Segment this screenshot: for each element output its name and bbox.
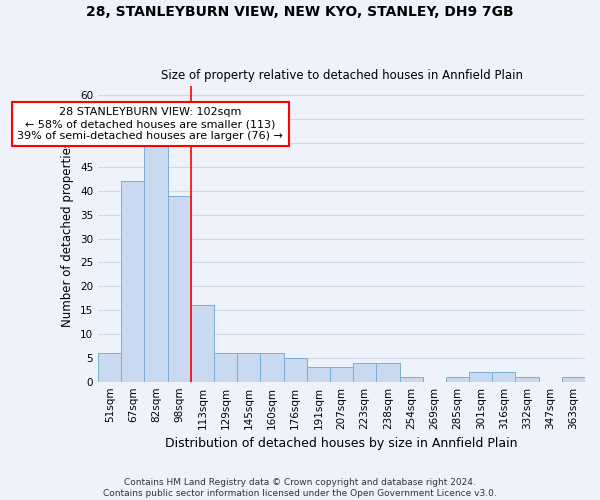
Bar [353,362,376,382]
Bar [562,377,585,382]
Y-axis label: Number of detached properties: Number of detached properties [61,141,74,327]
Bar [446,377,469,382]
Bar [492,372,515,382]
Bar [167,196,191,382]
Bar [260,353,284,382]
X-axis label: Distribution of detached houses by size in Annfield Plain: Distribution of detached houses by size … [166,437,518,450]
Bar [400,377,423,382]
Bar [191,306,214,382]
Title: Size of property relative to detached houses in Annfield Plain: Size of property relative to detached ho… [161,69,523,82]
Bar [237,353,260,382]
Bar [307,368,330,382]
Text: 28 STANLEYBURN VIEW: 102sqm
← 58% of detached houses are smaller (113)
39% of se: 28 STANLEYBURN VIEW: 102sqm ← 58% of det… [17,108,283,140]
Bar [330,368,353,382]
Bar [284,358,307,382]
Bar [214,353,237,382]
Bar [121,182,145,382]
Bar [98,353,121,382]
Text: 28, STANLEYBURN VIEW, NEW KYO, STANLEY, DH9 7GB: 28, STANLEYBURN VIEW, NEW KYO, STANLEY, … [86,5,514,19]
Bar [376,362,400,382]
Text: Contains HM Land Registry data © Crown copyright and database right 2024.
Contai: Contains HM Land Registry data © Crown c… [103,478,497,498]
Bar [515,377,539,382]
Bar [145,143,167,382]
Bar [469,372,492,382]
